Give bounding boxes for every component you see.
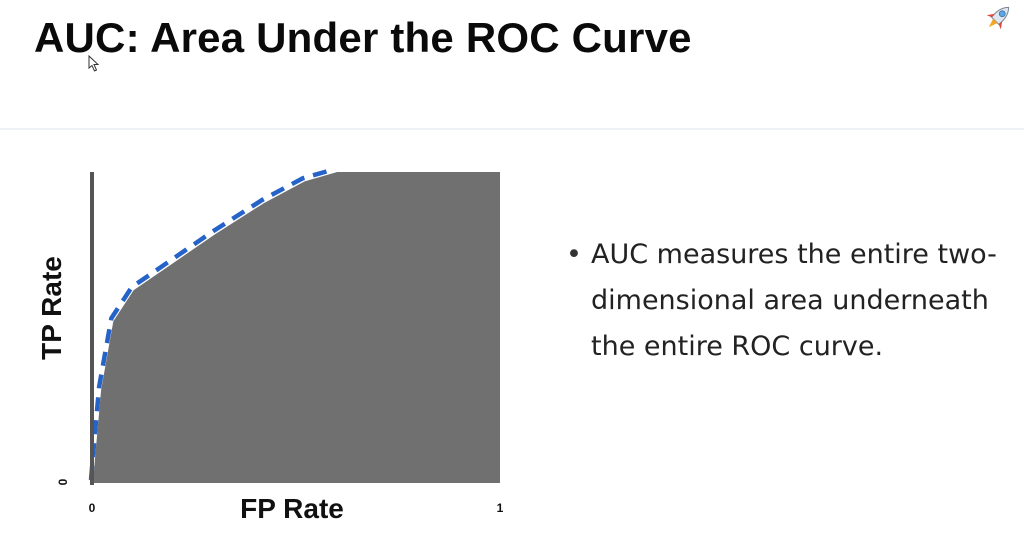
- slide-title: AUC: Area Under the ROC Curve: [34, 14, 692, 61]
- x-tick-label-1: 1: [497, 501, 504, 515]
- title-divider: [0, 128, 1024, 130]
- y-axis-title: TP Rate: [36, 256, 67, 360]
- y-axis-line: [90, 172, 94, 485]
- bullet-list: AUC measures the entire two-dimensional …: [566, 232, 1016, 370]
- mouse-cursor-icon: [88, 55, 100, 72]
- y-tick-label-0: 0: [56, 478, 70, 485]
- roc-chart: 0 1 0 FP Rate TP Rate: [36, 166, 504, 524]
- x-tick-label-0: 0: [89, 501, 96, 515]
- roc-curve-line: [88, 166, 336, 481]
- rocket-icon: [986, 6, 1010, 30]
- bullet-item: AUC measures the entire two-dimensional …: [566, 232, 1016, 370]
- auc-area: [93, 172, 500, 483]
- x-axis-title: FP Rate: [240, 493, 344, 524]
